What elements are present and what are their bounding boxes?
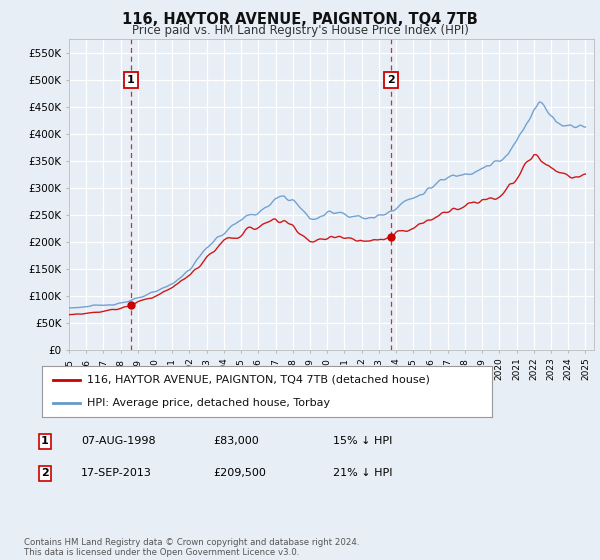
Text: HPI: Average price, detached house, Torbay: HPI: Average price, detached house, Torb… bbox=[87, 398, 330, 408]
Text: £83,000: £83,000 bbox=[213, 436, 259, 446]
Text: £209,500: £209,500 bbox=[213, 468, 266, 478]
Text: 116, HAYTOR AVENUE, PAIGNTON, TQ4 7TB (detached house): 116, HAYTOR AVENUE, PAIGNTON, TQ4 7TB (d… bbox=[87, 375, 430, 385]
Text: 07-AUG-1998: 07-AUG-1998 bbox=[81, 436, 155, 446]
Text: 2: 2 bbox=[387, 74, 395, 85]
Text: 21% ↓ HPI: 21% ↓ HPI bbox=[333, 468, 392, 478]
Text: 2: 2 bbox=[41, 468, 49, 478]
Text: 1: 1 bbox=[41, 436, 49, 446]
Text: 1: 1 bbox=[127, 74, 134, 85]
Text: Price paid vs. HM Land Registry's House Price Index (HPI): Price paid vs. HM Land Registry's House … bbox=[131, 24, 469, 37]
Text: 15% ↓ HPI: 15% ↓ HPI bbox=[333, 436, 392, 446]
Text: 17-SEP-2013: 17-SEP-2013 bbox=[81, 468, 152, 478]
Text: Contains HM Land Registry data © Crown copyright and database right 2024.
This d: Contains HM Land Registry data © Crown c… bbox=[24, 538, 359, 557]
Text: 116, HAYTOR AVENUE, PAIGNTON, TQ4 7TB: 116, HAYTOR AVENUE, PAIGNTON, TQ4 7TB bbox=[122, 12, 478, 27]
